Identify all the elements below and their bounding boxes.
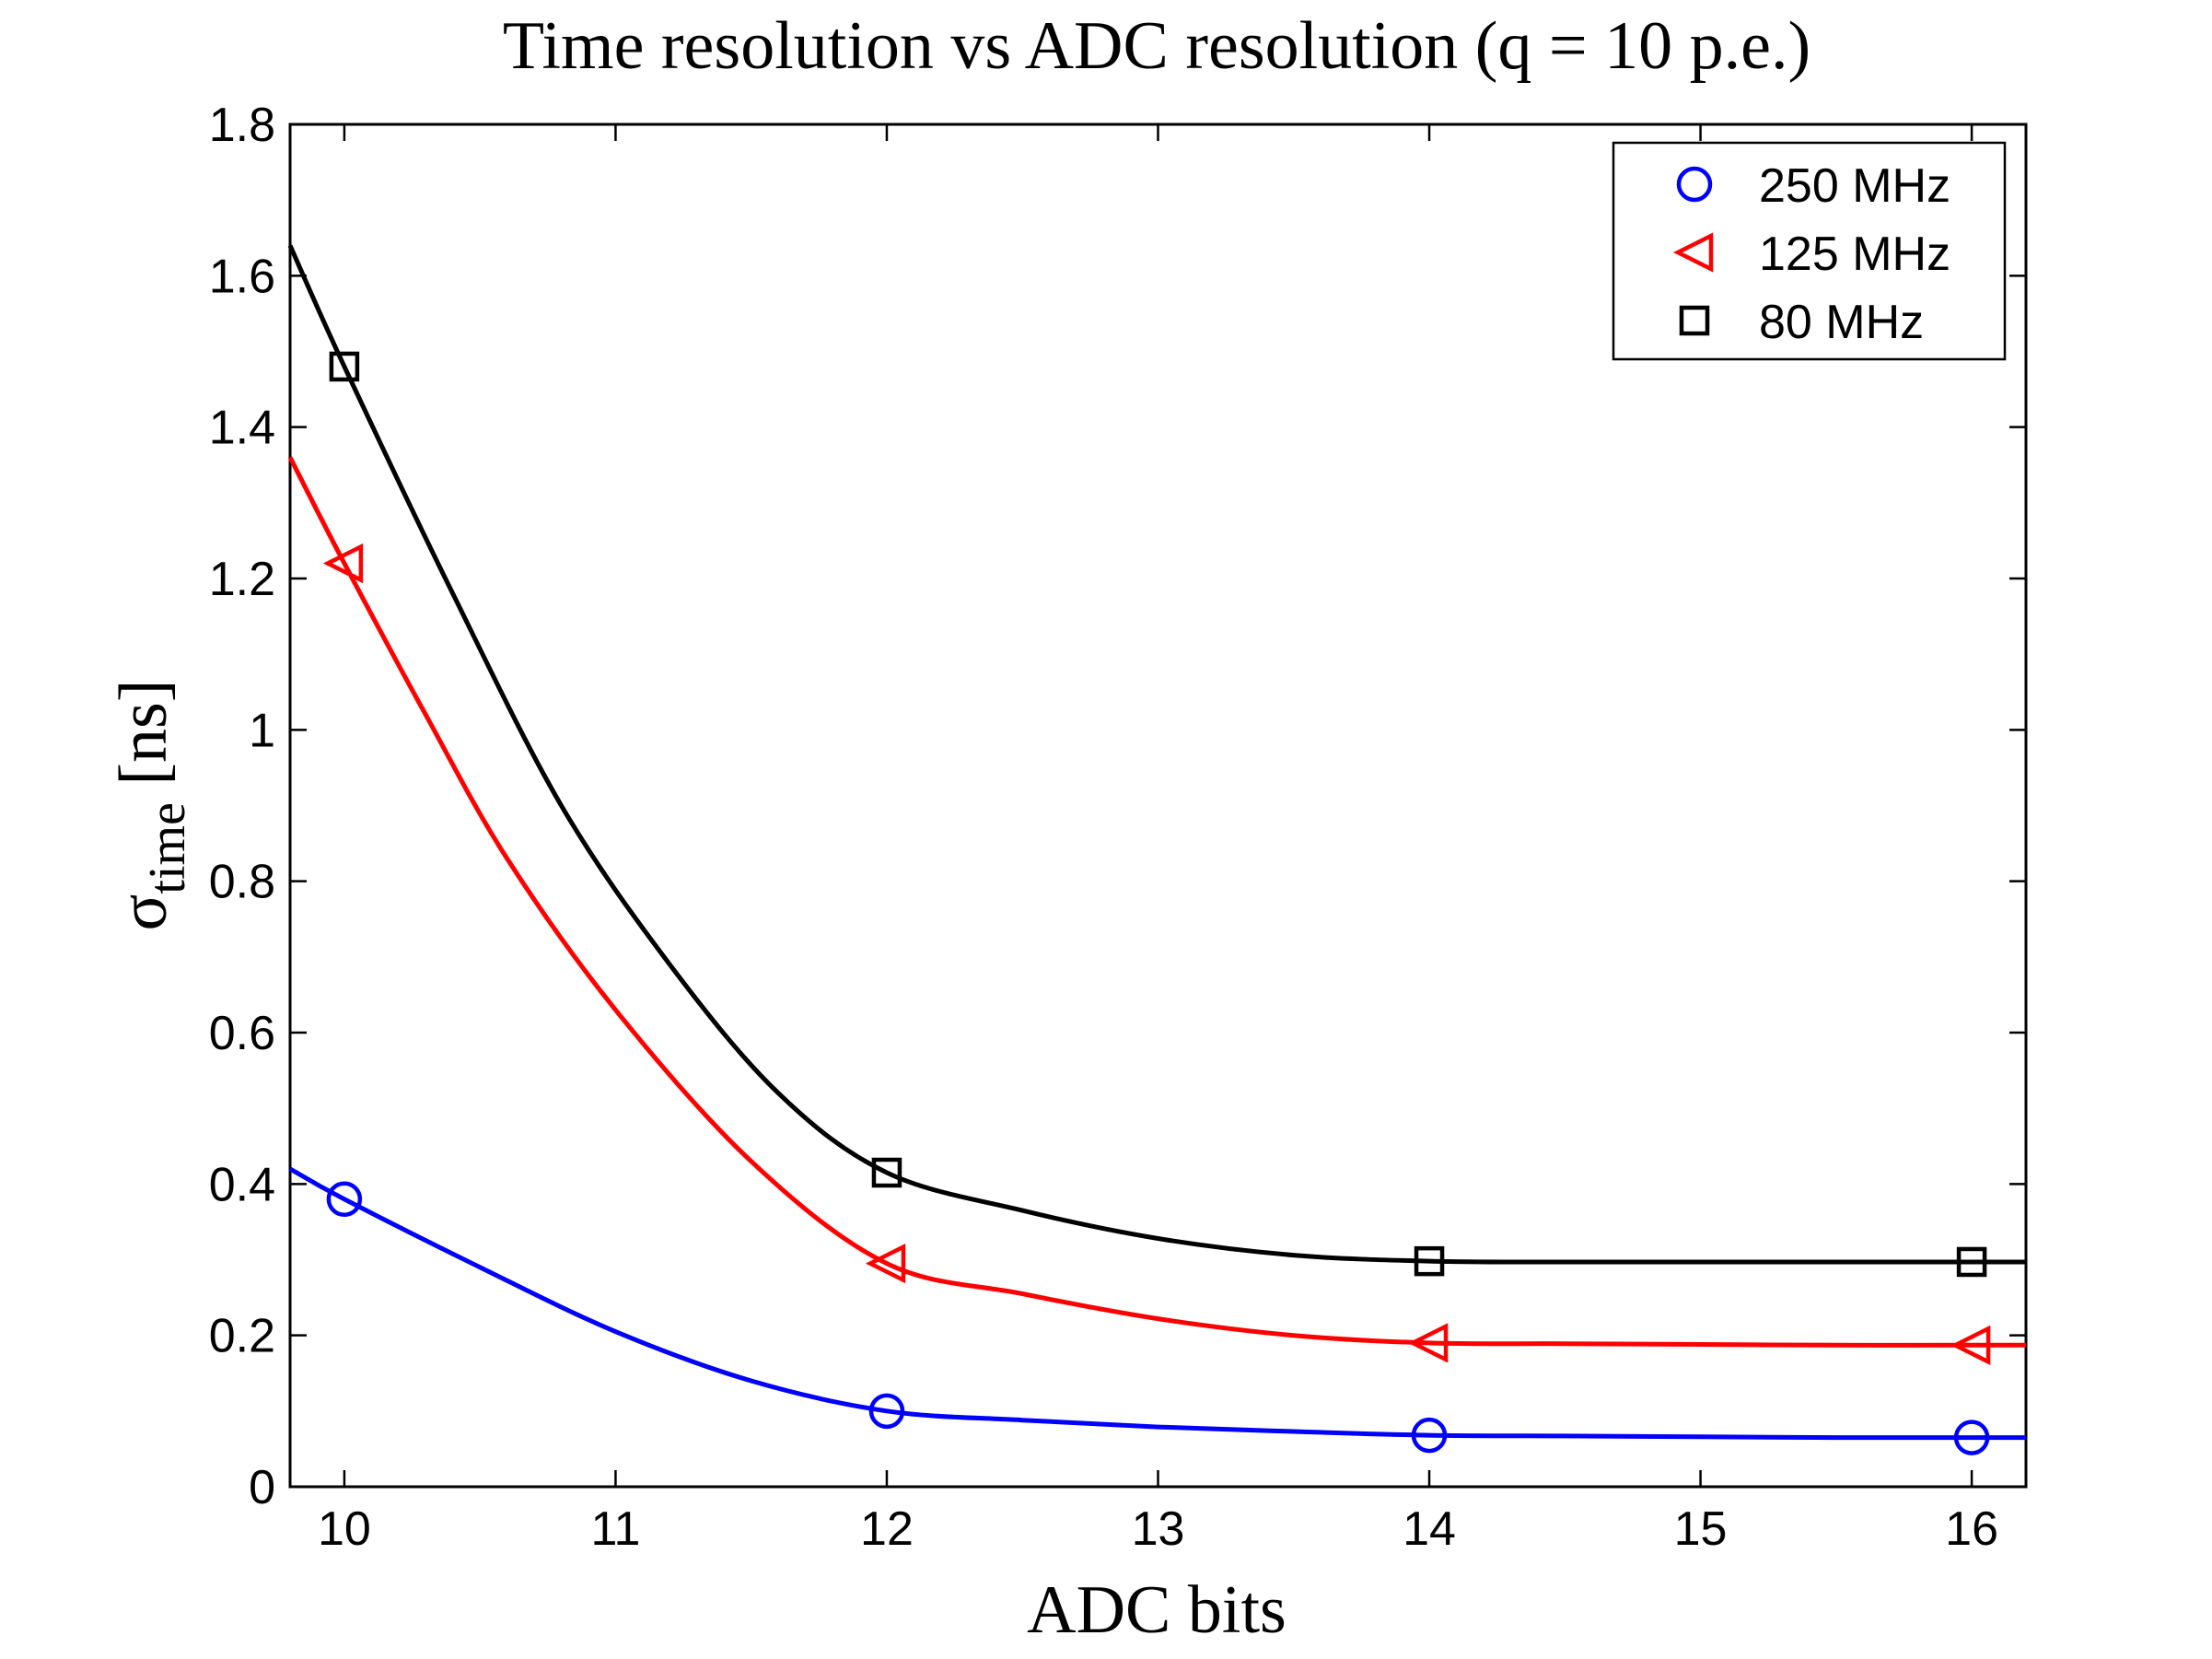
y-tick-label: 0.4 <box>209 1158 275 1211</box>
data-point-125-mhz <box>865 1243 906 1284</box>
axis-ticks <box>290 123 2026 1489</box>
legend: 250 MHz 125 MHz 80 MHz <box>1612 141 2007 361</box>
x-tick-label: 11 <box>590 1502 640 1556</box>
x-tick-label: 14 <box>1403 1502 1456 1556</box>
y-axis-label-subscript: time <box>139 802 196 894</box>
y-tick-label: 0.2 <box>209 1310 275 1363</box>
series-line-80-mhz <box>287 244 2026 1265</box>
y-tick-label: 1.8 <box>209 99 275 152</box>
y-tick-labels: 0 0.2 0.4 0.6 0.8 1 1.2 1.4 1.6 1.8 <box>209 99 275 1514</box>
x-tick-labels: 10 11 12 13 14 15 16 <box>318 1502 1998 1556</box>
y-axis-label-symbol: σ <box>106 894 181 931</box>
y-axis-label: σtime [ns] <box>106 679 196 930</box>
y-tick-label: 1.4 <box>209 402 275 455</box>
data-point-80-mhz <box>871 1157 902 1188</box>
legend-marker-125-mhz <box>1672 232 1714 273</box>
y-tick-label: 0 <box>249 1461 275 1514</box>
x-tick-label: 15 <box>1674 1502 1728 1556</box>
x-axis-label: ADC bits <box>1027 1572 1286 1648</box>
y-tick-label: 1.6 <box>209 250 275 303</box>
data-point-125-mhz <box>1950 1325 1991 1365</box>
x-tick-label: 10 <box>318 1502 371 1556</box>
y-tick-label: 1.2 <box>209 553 275 606</box>
chart-title: Time resolution vs ADC resolution (q = 1… <box>503 8 1810 84</box>
svg-text:σtime [ns]: σtime [ns] <box>106 679 196 930</box>
x-tick-label: 12 <box>860 1502 914 1556</box>
y-tick-label: 0.8 <box>209 856 275 909</box>
data-point-250-mhz <box>326 1181 363 1218</box>
data-point-80-mhz <box>329 351 360 382</box>
series-line-125-mhz <box>287 456 2026 1348</box>
series-line-250-mhz <box>288 1166 2026 1441</box>
x-tick-label: 16 <box>1945 1502 1998 1556</box>
y-tick-label: 1 <box>249 704 275 757</box>
legend-label-125-mhz: 125 MHz <box>1759 228 1950 281</box>
data-point-250-mhz <box>1953 1419 1990 1455</box>
data-point-250-mhz <box>868 1393 905 1430</box>
data-point-80-mhz <box>1956 1246 1987 1278</box>
data-point-125-mhz <box>322 543 364 584</box>
data-point-125-mhz <box>1408 1323 1449 1363</box>
data-point-250-mhz <box>1411 1417 1448 1454</box>
legend-label-80-mhz: 80 MHz <box>1759 296 1924 349</box>
y-axis-label-unit: [ns] <box>106 679 181 785</box>
y-tick-label: 0.6 <box>209 1007 275 1060</box>
data-point-80-mhz <box>1414 1245 1445 1277</box>
series-markers <box>322 351 1991 1455</box>
legend-marker-80-mhz <box>1679 305 1710 336</box>
legend-marker-250-mhz <box>1676 166 1713 203</box>
legend-label-250-mhz: 250 MHz <box>1759 159 1950 213</box>
x-tick-label: 13 <box>1132 1502 1185 1556</box>
series-curves <box>287 244 2026 1441</box>
